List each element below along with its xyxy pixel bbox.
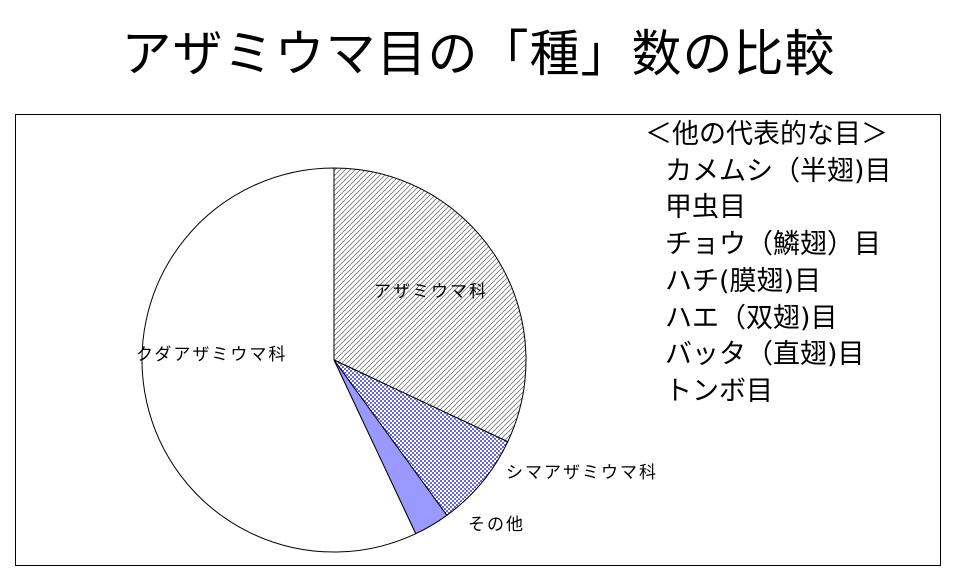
slice-label: その他 — [468, 515, 525, 535]
chart-title: アザミウマ目の「種」数の比較 — [121, 25, 836, 83]
slice-label: シマアザミウマ科 — [506, 463, 658, 483]
legend-item: ハチ(膜翅)目 — [665, 265, 822, 297]
chart-frame — [15, 114, 941, 566]
slice-label: クダアザミウマ科 — [136, 345, 287, 365]
pie-slice — [333, 359, 509, 517]
legend-item: ハエ（双翅)目 — [665, 302, 838, 334]
legend-item: カメムシ（半翅)目 — [665, 155, 892, 187]
pie-slice — [141, 167, 417, 553]
slice-label: アザミウマ科 — [374, 282, 488, 302]
legend-item: トンボ目 — [665, 375, 773, 407]
legend-item: バッタ（直翅)目 — [665, 339, 865, 371]
legend-item: チョウ（鱗翅）目 — [665, 229, 881, 261]
order-legend: ＜他の代表的な目＞ カメムシ（半翅)目 甲虫目 チョウ（鱗翅）目 ハチ(膜翅)目… — [645, 117, 892, 411]
pie-slice — [333, 167, 527, 443]
legend-heading: ＜他の代表的な目＞ — [645, 119, 888, 150]
legend-item: 甲虫目 — [665, 192, 746, 224]
